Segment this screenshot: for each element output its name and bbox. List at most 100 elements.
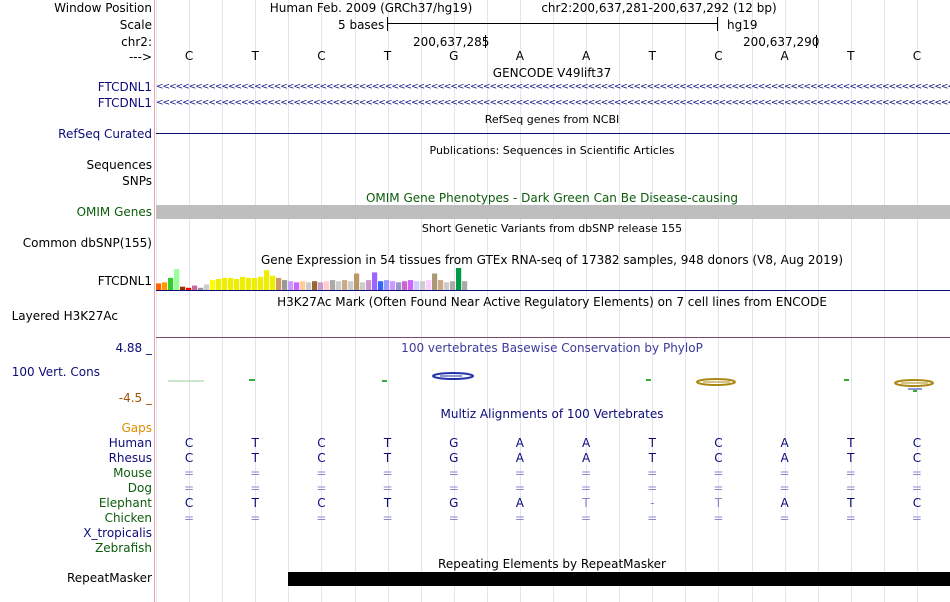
strand-label: ---> xyxy=(128,50,152,64)
species-label-x_tropicalis[interactable]: X_tropicalis xyxy=(83,526,152,540)
gtex-tissue-bar[interactable] xyxy=(234,279,240,290)
gtex-tissue-bar[interactable] xyxy=(426,280,432,290)
gtex-tissue-bar[interactable] xyxy=(438,280,444,290)
alignment-base: = xyxy=(713,481,724,495)
gtex-tissue-bar[interactable] xyxy=(156,283,162,290)
gtex-tissue-bar[interactable] xyxy=(348,281,354,290)
gaps-label: Gaps xyxy=(121,421,152,435)
gtex-tissue-bar[interactable] xyxy=(252,277,258,290)
repeatmasker-element[interactable] xyxy=(288,572,950,586)
gencode-track-label-1[interactable]: FTCDNL1 xyxy=(97,80,152,94)
gtex-tissue-bar[interactable] xyxy=(168,277,174,290)
gtex-tissue-bar[interactable] xyxy=(264,270,270,290)
alignment-base: A xyxy=(780,496,789,510)
gtex-tissue-bar[interactable] xyxy=(408,280,414,290)
alignment-base: A xyxy=(581,436,591,450)
species-label-elephant[interactable]: Elephant xyxy=(98,496,152,510)
base-letter: T xyxy=(251,49,259,63)
base-letter: A xyxy=(581,49,591,63)
gtex-tissue-bar[interactable] xyxy=(300,281,306,290)
refseq-track-label[interactable]: RefSeq Curated xyxy=(58,127,152,141)
gtex-tissue-bar[interactable] xyxy=(306,282,312,290)
alignment-base: G xyxy=(449,451,459,465)
alignment-base: T xyxy=(648,451,656,465)
gtex-tissue-bar[interactable] xyxy=(288,281,294,290)
gtex-bar-chart[interactable] xyxy=(156,266,950,296)
dbsnp-track-label[interactable]: Common dbSNP(155) xyxy=(22,236,152,250)
gtex-track-label[interactable]: FTCDNL1 xyxy=(97,274,152,288)
gtex-tissue-bar[interactable] xyxy=(432,273,438,291)
refseq-gene-line[interactable] xyxy=(156,133,950,134)
gtex-tissue-bar[interactable] xyxy=(162,282,168,290)
alignment-base: = xyxy=(382,511,393,525)
gtex-tissue-bar[interactable] xyxy=(270,275,276,290)
base-letter: A xyxy=(780,49,789,63)
gtex-tissue-bar[interactable] xyxy=(372,272,378,290)
gtex-tissue-bar[interactable] xyxy=(336,281,342,290)
gtex-tissue-bar[interactable] xyxy=(240,276,246,290)
gtex-tissue-bar[interactable] xyxy=(174,269,180,290)
gtex-tissue-bar[interactable] xyxy=(222,277,228,290)
gtex-tissue-bar[interactable] xyxy=(444,282,450,290)
gtex-tissue-bar[interactable] xyxy=(258,276,264,290)
gtex-tissue-bar[interactable] xyxy=(378,281,384,290)
publications-title: Publications: Sequences in Scientific Ar… xyxy=(429,144,675,157)
species-label-zebrafish[interactable]: Zebrafish xyxy=(95,541,152,555)
gtex-tissue-bar[interactable] xyxy=(198,287,204,290)
species-label-human[interactable]: Human xyxy=(108,436,152,450)
gtex-tissue-bar[interactable] xyxy=(450,281,456,290)
omim-track-label[interactable]: OMIM Genes xyxy=(76,205,152,219)
gtex-tissue-bar[interactable] xyxy=(366,280,372,290)
species-label-rhesus[interactable]: Rhesus xyxy=(108,451,152,465)
gtex-tissue-bar[interactable] xyxy=(228,277,234,290)
gtex-tissue-bar[interactable] xyxy=(402,281,408,290)
gtex-tissue-bar[interactable] xyxy=(246,277,252,290)
alignment-base: = xyxy=(581,511,592,525)
gtex-tissue-bar[interactable] xyxy=(390,281,396,290)
alignment-base: = xyxy=(581,466,592,480)
omim-feature-bar[interactable] xyxy=(156,205,950,219)
gtex-tissue-bar[interactable] xyxy=(210,280,216,290)
alignment-base: = xyxy=(845,511,856,525)
gencode-gene-2[interactable]: <<<<<<<<<<<<<<<<<<<<<<<<<<<<<<<<<<<<<<<<… xyxy=(156,98,950,108)
gtex-tissue-bar[interactable] xyxy=(216,279,222,290)
snps-track-label[interactable]: SNPs xyxy=(122,174,152,188)
gtex-tissue-bar[interactable] xyxy=(330,280,336,290)
gtex-tissue-bar[interactable] xyxy=(414,281,420,290)
track-image[interactable]: Human Feb. 2009 (GRCh37/hg19) chr2:200,6… xyxy=(156,0,950,602)
h3k27ac-track-label[interactable]: Layered H3K27Ac xyxy=(11,309,118,323)
gtex-tissue-bar[interactable] xyxy=(342,280,348,290)
gtex-tissue-bar[interactable] xyxy=(318,282,324,290)
gtex-tissue-bar[interactable] xyxy=(186,287,192,290)
repeatmasker-track-label[interactable]: RepeatMasker xyxy=(66,571,152,585)
publications-track-label[interactable]: Sequences xyxy=(86,158,152,172)
gtex-tissue-bar[interactable] xyxy=(312,281,318,290)
gtex-tissue-bar[interactable] xyxy=(420,281,426,290)
gtex-tissue-bar[interactable] xyxy=(396,282,402,290)
gtex-tissue-bar[interactable] xyxy=(276,277,282,290)
gtex-tissue-bar[interactable] xyxy=(204,284,210,291)
gtex-tissue-bar[interactable] xyxy=(294,282,300,290)
alignment-base: = xyxy=(647,481,658,495)
alignment-base: G xyxy=(449,496,459,510)
gtex-tissue-bar[interactable] xyxy=(384,280,390,290)
phylop-track-label[interactable]: 100 Vert. Cons xyxy=(11,365,100,379)
alignment-base: = xyxy=(845,466,856,480)
gtex-tissue-bar[interactable] xyxy=(456,268,462,290)
alignment-base: A xyxy=(515,451,525,465)
gtex-tissue-bar[interactable] xyxy=(192,285,198,290)
species-label-dog[interactable]: Dog xyxy=(127,481,152,495)
gtex-tissue-bar[interactable] xyxy=(462,281,468,290)
species-label-mouse[interactable]: Mouse xyxy=(113,466,152,480)
gtex-tissue-bar[interactable] xyxy=(180,286,186,290)
gencode-track-label-2[interactable]: FTCDNL1 xyxy=(97,96,152,110)
phylop-graph[interactable] xyxy=(156,370,950,400)
alignment-base: C xyxy=(714,451,723,465)
gtex-tissue-bar[interactable] xyxy=(282,280,288,290)
gtex-tissue-bar[interactable] xyxy=(354,273,360,291)
gtex-tissue-bar[interactable] xyxy=(360,282,366,290)
label-divider[interactable] xyxy=(154,0,155,602)
gtex-tissue-bar[interactable] xyxy=(324,281,330,290)
species-label-chicken[interactable]: Chicken xyxy=(104,511,152,525)
gencode-gene-1[interactable]: <<<<<<<<<<<<<<<<<<<<<<<<<<<<<<<<<<<<<<<<… xyxy=(156,82,950,92)
